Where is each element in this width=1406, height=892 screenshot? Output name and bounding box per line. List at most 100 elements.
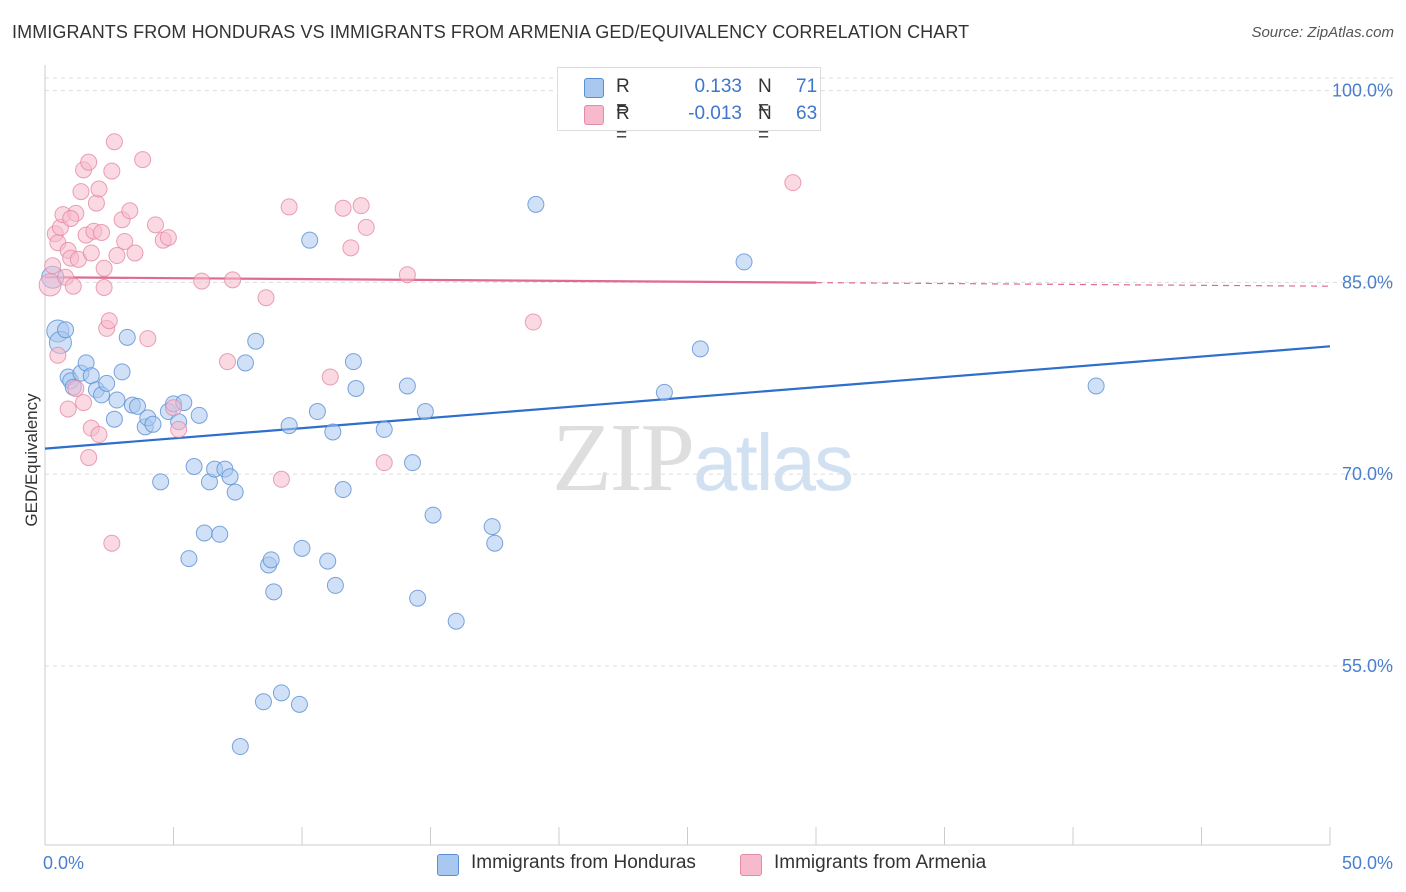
honduras-point	[195, 524, 213, 542]
r-value: 0.133	[694, 76, 742, 97]
honduras-point	[735, 253, 753, 271]
r-label: R =	[616, 103, 630, 146]
honduras-point	[98, 374, 116, 392]
armenia-point	[257, 289, 275, 307]
honduras-point	[113, 363, 131, 381]
armenia-point	[784, 174, 802, 192]
r-label: R =	[616, 76, 630, 119]
armenia-point	[90, 180, 108, 198]
honduras-point	[211, 525, 229, 543]
honduras-point	[226, 483, 244, 501]
honduras-point	[447, 612, 465, 630]
armenia-point	[64, 277, 82, 295]
honduras-point	[247, 332, 265, 350]
honduras-point	[486, 534, 504, 552]
honduras-legend-label: Immigrants from Honduras	[471, 852, 696, 873]
honduras-point	[254, 693, 272, 711]
watermark-zip: ZIP	[552, 404, 695, 512]
honduras-point	[231, 738, 249, 756]
y-tick-label: 100.0%	[1332, 81, 1393, 101]
armenia-point	[121, 202, 139, 220]
stats-legend: R = 0.133 N = 71 R = -0.013 N = 63	[557, 67, 821, 146]
armenia-point	[95, 259, 113, 277]
armenia-point	[75, 394, 93, 412]
honduras-point	[334, 481, 352, 499]
honduras-point	[424, 506, 442, 524]
armenia-point	[103, 162, 121, 180]
y-tick-label: 70.0%	[1342, 464, 1393, 484]
armenia-point	[100, 312, 118, 330]
armenia-point	[67, 380, 85, 398]
honduras-legend-swatch	[437, 854, 459, 876]
honduras-point	[265, 583, 283, 601]
source-credit: Source: ZipAtlas.com	[1251, 24, 1394, 41]
y-tick-label: 55.0%	[1342, 656, 1393, 676]
honduras-point	[326, 576, 344, 594]
armenia-point	[224, 271, 242, 289]
n-label: N =	[758, 103, 772, 146]
honduras-point	[655, 383, 673, 401]
grid-lines	[45, 77, 1395, 667]
armenia-point	[147, 216, 165, 234]
armenia-point	[139, 330, 157, 348]
armenia-point	[44, 257, 62, 275]
honduras-point	[301, 231, 319, 249]
honduras-point	[144, 415, 162, 433]
armenia-point	[193, 272, 211, 290]
armenia-point	[218, 353, 236, 371]
honduras-point	[129, 397, 147, 415]
honduras-point	[262, 551, 280, 569]
armenia-point	[165, 399, 182, 417]
armenia-point	[116, 232, 134, 250]
n-value: 63	[796, 103, 818, 124]
honduras-point	[293, 539, 311, 557]
x-tick-label: 0.0%	[43, 853, 84, 873]
honduras-point	[236, 354, 254, 372]
armenia-point	[62, 209, 80, 227]
armenia-trend-extension	[815, 282, 1331, 287]
armenia-point	[159, 229, 177, 247]
armenia-point	[357, 218, 375, 236]
armenia-point	[95, 278, 113, 296]
honduras-trend-line	[44, 345, 1331, 450]
armenia-point	[280, 198, 298, 216]
honduras-point	[409, 589, 427, 607]
armenia-point	[38, 273, 62, 297]
honduras-point	[221, 468, 239, 486]
honduras-point	[483, 518, 501, 536]
armenia-point	[352, 197, 370, 215]
honduras-point	[319, 552, 337, 570]
honduras-point	[105, 410, 123, 428]
honduras-point	[57, 321, 75, 339]
watermark-atlas: atlas	[693, 418, 854, 507]
honduras-point	[152, 473, 170, 491]
honduras-point	[404, 454, 422, 472]
honduras-point	[324, 423, 342, 441]
armenia-trend-line	[44, 276, 817, 284]
armenia-point	[105, 133, 123, 151]
honduras-point	[1087, 377, 1105, 395]
armenia-legend-label: Immigrants from Armenia	[774, 852, 987, 873]
honduras-point	[118, 328, 136, 346]
armenia-point	[126, 244, 144, 262]
armenia-legend-swatch	[740, 854, 762, 876]
honduras-point	[398, 377, 416, 395]
armenia-point	[321, 368, 339, 386]
y-axis-label: GED/Equivalency	[22, 393, 41, 527]
armenia-point	[93, 224, 111, 242]
armenia-point	[80, 153, 98, 171]
armenia-point	[398, 266, 416, 284]
armenia-point	[59, 400, 77, 418]
armenia-point	[49, 346, 67, 364]
y-tick-label: 85.0%	[1342, 272, 1393, 292]
honduras-point	[375, 420, 393, 438]
armenia-point	[170, 420, 188, 438]
chart-title: IMMIGRANTS FROM HONDURAS VS IMMIGRANTS F…	[12, 22, 970, 42]
data-points	[38, 71, 1105, 756]
r-value: -0.013	[688, 103, 742, 124]
n-label: N =	[758, 76, 772, 119]
x-tick-label: 50.0%	[1342, 853, 1393, 873]
armenia-point	[80, 449, 98, 467]
armenia-point	[342, 239, 360, 257]
